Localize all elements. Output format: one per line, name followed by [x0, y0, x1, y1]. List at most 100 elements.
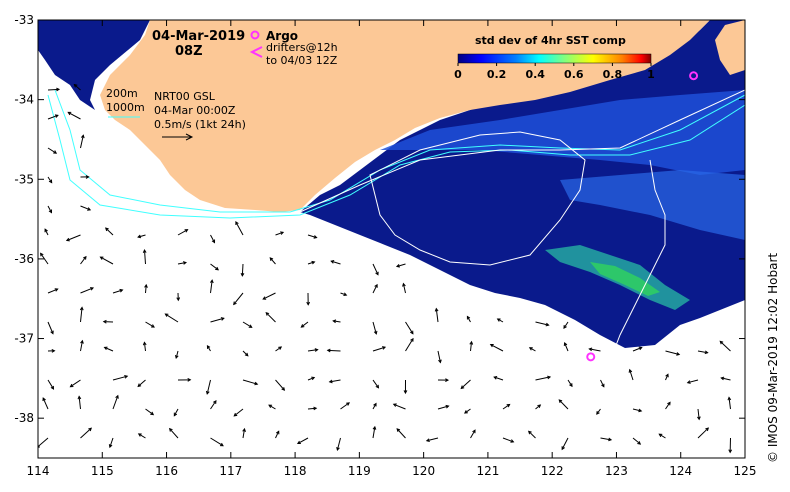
colorbar-tick-label: 0 [454, 68, 462, 81]
current-vector [173, 408, 179, 417]
lon-tick-label: 125 [734, 464, 757, 478]
current-vector [80, 205, 92, 211]
current-vector [164, 313, 179, 323]
current-vector [112, 394, 119, 410]
sst-data-west [38, 20, 150, 110]
current-vector [405, 337, 414, 352]
current-vector [437, 350, 442, 364]
current-vector [340, 292, 348, 297]
current-vector [466, 315, 471, 323]
argo-float-marker [689, 71, 699, 81]
current-vector [44, 228, 49, 236]
current-vector [535, 404, 542, 410]
isobath-200m [54, 89, 745, 213]
current-vector [307, 234, 318, 239]
current-vector [275, 430, 280, 439]
current-vector [665, 373, 669, 381]
current-vector [104, 227, 114, 236]
colorbar-tick-label: 0.6 [564, 68, 584, 81]
current-vector [326, 348, 341, 353]
sst-light-band [380, 90, 745, 175]
current-vector [47, 321, 54, 335]
current-vector [307, 376, 316, 381]
lon-tick-label: 118 [284, 464, 307, 478]
current-vector [205, 379, 211, 395]
current-vector [47, 379, 55, 390]
credit-text: © IMOS 09-Mar-2019 12:02 Hobart [766, 253, 780, 463]
current-vector [306, 292, 311, 306]
current-vector [137, 379, 146, 388]
title-date: 04-Mar-2019 [152, 29, 245, 44]
current-vector [47, 205, 53, 214]
sst-light-band-2 [560, 170, 745, 240]
current-vector [108, 437, 114, 449]
lat-tick-label: -36 [14, 252, 34, 266]
drifter-legend-line2: to 04/03 12Z [266, 54, 338, 67]
plot-frame [37, 19, 746, 459]
current-vector [561, 437, 569, 451]
current-vector [336, 437, 341, 451]
current-vector [112, 375, 129, 381]
current-vector [596, 408, 601, 415]
current-vector [80, 255, 87, 265]
lon-tick-label: 121 [476, 464, 499, 478]
current-vector [240, 263, 245, 277]
current-vector [242, 427, 246, 439]
source-line2: 04-Mar 00:00Z [154, 104, 236, 117]
current-vector [332, 319, 341, 324]
current-vector [47, 176, 53, 184]
colorbar-tick-label: 0.2 [487, 68, 507, 81]
current-vector [42, 397, 49, 410]
current-vector [437, 378, 450, 382]
current-vector [242, 350, 249, 357]
current-vector [80, 339, 84, 352]
current-vector [403, 379, 408, 395]
current-vector [728, 437, 733, 454]
current-vector [174, 350, 179, 360]
current-vector [686, 379, 699, 384]
current-vector [372, 321, 378, 335]
current-vector [658, 433, 666, 439]
current-vector [470, 429, 476, 439]
current-vector [275, 231, 285, 236]
current-vector [600, 379, 605, 388]
current-vector [67, 111, 81, 120]
current-vector [496, 318, 504, 323]
lon-tick-label: 117 [219, 464, 242, 478]
current-vector [527, 430, 536, 439]
current-vector [563, 321, 569, 329]
current-vector [632, 346, 643, 352]
current-vector [535, 375, 552, 381]
current-vector [275, 379, 286, 391]
current-vector [628, 368, 634, 381]
vector-scale-label: 0.5m/s (1kt 24h) [154, 118, 246, 131]
current-vector [38, 437, 49, 448]
contour-east [614, 159, 666, 349]
lon-tick-label: 114 [27, 464, 50, 478]
current-vector [372, 402, 377, 410]
current-vector [77, 395, 82, 410]
colorbar [457, 53, 652, 64]
current-vector [112, 288, 124, 294]
current-vector [47, 114, 59, 120]
current-vector [600, 437, 613, 442]
current-vector [665, 401, 671, 410]
colorbar-tick-label: 0.8 [603, 68, 623, 81]
current-vector [558, 399, 569, 410]
current-vector [268, 404, 276, 410]
current-vector [328, 379, 341, 384]
map-axes: 114 115 116 117 118 119 120 121 122 123 124 125 -33 -… [14, 13, 756, 478]
lon-tick-label: 123 [605, 464, 628, 478]
current-vector [296, 437, 309, 445]
current-vector [372, 263, 379, 276]
current-vector [567, 379, 573, 388]
current-vector [144, 283, 148, 294]
current-vector [210, 263, 220, 271]
current-vector [47, 348, 56, 353]
current-vector [425, 437, 439, 442]
current-vector [137, 433, 146, 439]
lat-tick-label: -37 [14, 332, 34, 346]
colorbar-ticks: 0 0.2 0.4 0.6 0.8 1 [454, 63, 655, 81]
current-vector [372, 283, 378, 294]
